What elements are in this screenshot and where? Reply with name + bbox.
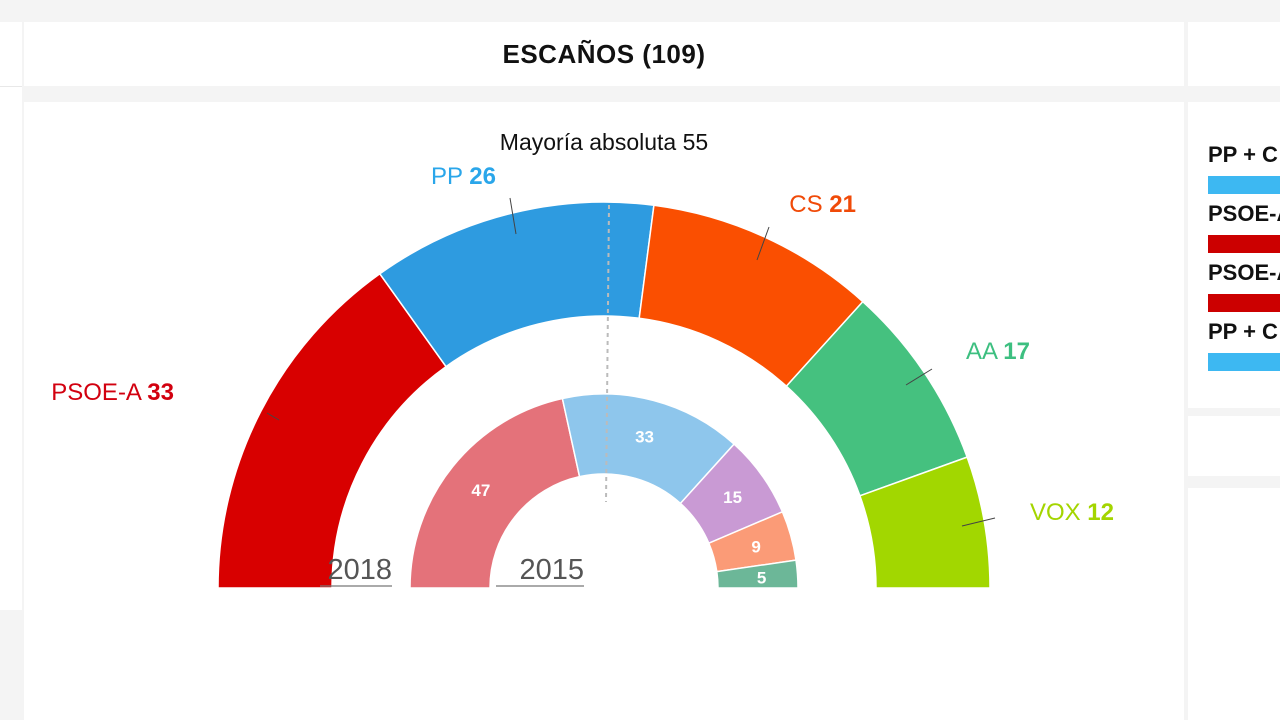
coalition-bar	[1208, 235, 1280, 253]
majority-line	[605, 204, 610, 503]
coalitions-list: PP + C PSOE-A PSOE-A PP + C	[1188, 102, 1280, 408]
seat-segment-psoe-a	[217, 272, 448, 589]
divider	[1188, 86, 1280, 102]
bottom-area	[24, 610, 1184, 720]
leader-line	[266, 412, 280, 421]
divider	[1188, 408, 1280, 416]
seat-count-label: 5	[757, 569, 766, 588]
hemicycle-chart: PSOE-A 33 PP 26 CS 21 AA 17 VOX 12 47 33 15 9 5 Ma…	[24, 129, 1184, 610]
chart-card: PSOE-A 33 PP 26 CS 21 AA 17 VOX 12 47 33 15 9 5 Ma…	[24, 102, 1184, 610]
seat-count-label: 33	[635, 427, 654, 446]
coalition-label: PP + C	[1208, 319, 1278, 344]
majority-label: Mayoría absoluta 55	[500, 129, 708, 155]
panel-header: ESCAÑOS (109)	[24, 22, 1184, 86]
party-label: PSOE-A 33	[51, 379, 174, 406]
coalition-bar	[1208, 176, 1280, 194]
chart-baseline	[24, 588, 1184, 610]
coalition-label: PSOE-A	[1208, 201, 1280, 226]
left-strip	[0, 22, 22, 610]
coalition-label: PP + C	[1208, 142, 1278, 167]
left-strip-header	[0, 22, 22, 87]
divider	[1188, 476, 1280, 488]
panel-title: ESCAÑOS (109)	[502, 38, 706, 69]
year-label-2015: 2015	[519, 554, 584, 586]
year-label-2018: 2018	[327, 554, 392, 586]
coalition-item[interactable]: PSOE-A	[1208, 201, 1280, 253]
leader-line	[905, 368, 933, 386]
coalition-item[interactable]: PSOE-A	[1208, 260, 1280, 312]
coalition-label: PSOE-A	[1208, 260, 1280, 285]
seat-count-label: 47	[471, 481, 490, 500]
party-label: CS 21	[789, 191, 856, 218]
coalitions-header	[1188, 22, 1280, 86]
leader-line	[756, 226, 770, 261]
party-label: VOX 12	[1030, 499, 1114, 526]
seat-count-label: 9	[751, 537, 760, 556]
coalition-bar	[1208, 353, 1280, 371]
coalition-item[interactable]: PP + C	[1208, 319, 1280, 371]
coalition-item[interactable]: PP + C	[1208, 142, 1280, 194]
leader-line	[509, 197, 517, 235]
leader-line	[961, 517, 996, 527]
party-label: PP 26	[431, 163, 496, 190]
seat-count-label: 15	[723, 488, 742, 507]
coalitions-footer	[1188, 416, 1280, 476]
seat-segment-2015	[409, 397, 581, 589]
coalition-bar	[1208, 294, 1280, 312]
party-label: AA 17	[966, 338, 1030, 365]
seats-panel: ESCAÑOS (109) PSOE-A 33 PP 26 CS 21 AA 17 VO…	[24, 22, 1184, 720]
right-bottom-area	[1188, 488, 1280, 720]
coalitions-panel: PP + C PSOE-A PSOE-A PP + C	[1188, 22, 1280, 720]
